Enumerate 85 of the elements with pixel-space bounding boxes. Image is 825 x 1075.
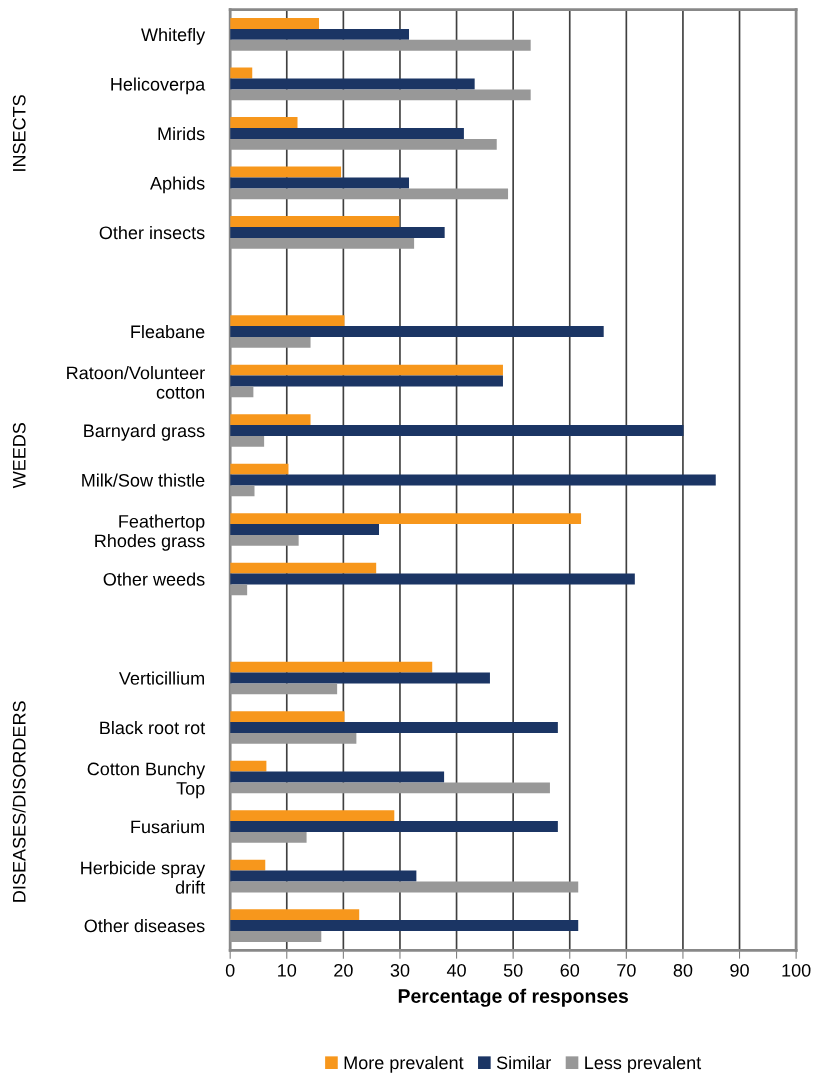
bar [230,89,531,101]
bar [230,930,322,942]
bar [230,117,298,128]
x-tick-label: 60 [560,963,580,977]
bar [230,771,445,783]
bar [230,831,307,843]
bar [230,18,320,29]
bar [230,534,299,546]
bar [230,821,558,832]
bar [230,661,433,673]
x-axis-title: Percentage of responses [398,988,628,1007]
bar [230,188,509,200]
bar [230,425,684,436]
bar [230,138,497,150]
bar [230,672,490,684]
bar [230,920,579,931]
bar [230,414,311,426]
bar [230,386,254,398]
x-tick-label: 0 [225,963,235,977]
y-tick-label: Verticillium [118,671,204,685]
y-tick-label: Fusarium [131,819,204,834]
y-tick-label: Cotton Bunchy Top [87,762,206,799]
y-tick-label: Milk/Sow thistle [82,473,205,487]
bar [230,463,289,475]
bar [230,39,531,51]
y-tick-label: Herbicide spray drift [81,861,206,894]
legend-label: Similar [496,1055,551,1070]
bar [230,584,248,596]
bar [230,315,345,327]
bar [230,364,503,376]
y-tick-label: Feathertop Rhodes grass [95,514,205,551]
x-tick-label: 20 [334,963,353,977]
y-tick-label: Ratoon/Volunteer cotton [67,366,205,399]
y-tick-label: Other diseases [84,919,205,933]
x-tick-label: 10 [278,963,297,977]
y-tick-label: Mirids [158,126,205,141]
bar [230,909,360,921]
x-tick-label: 30 [390,963,410,977]
bar [230,28,410,40]
legend-label: Less prevalent [585,1055,702,1073]
y-tick-label: Aphids [150,176,205,194]
x-tick-label: 50 [503,963,523,977]
bar [230,683,338,695]
bar [230,128,464,139]
bar [230,732,357,744]
bar [230,760,267,772]
bar [230,216,400,228]
bar [230,375,503,387]
y-tick-label: Whitefly [141,27,206,45]
bar [230,859,266,871]
bar [230,870,417,882]
bar [230,562,377,574]
x-tick-label: 90 [730,963,749,977]
bar [230,336,311,348]
bar [230,227,445,238]
y-tick-label: Other weeds [103,572,205,586]
y-tick-label: Barnyard grass [84,423,205,441]
x-tick-label: 70 [617,963,636,977]
x-tick-label: 80 [673,963,693,977]
text: INSECTS [12,95,26,171]
bar [230,513,582,525]
bar [230,435,265,447]
text: WEEDS [12,422,26,489]
bar [230,573,635,585]
x-tick-label: 100 [782,963,811,977]
bar [230,326,604,337]
bar [230,881,579,893]
y-tick-label: Black root rot [100,720,206,735]
bar [230,722,558,733]
bar [230,810,395,822]
bar [230,166,342,178]
y-tick-label: Fleabane [131,324,205,339]
bar [230,711,345,723]
bar [230,524,380,535]
bar [230,237,415,249]
bar [230,782,550,794]
bar [230,474,716,486]
bar [230,78,475,90]
bar [230,485,255,497]
y-tick-label: Helicoverpa [111,77,206,95]
legend-label: More prevalent [344,1055,464,1073]
bar [230,177,410,189]
x-tick-label: 40 [446,963,466,977]
text: DISEASES/DISORDERS [12,701,26,902]
y-tick-label: Other insects [99,225,205,240]
